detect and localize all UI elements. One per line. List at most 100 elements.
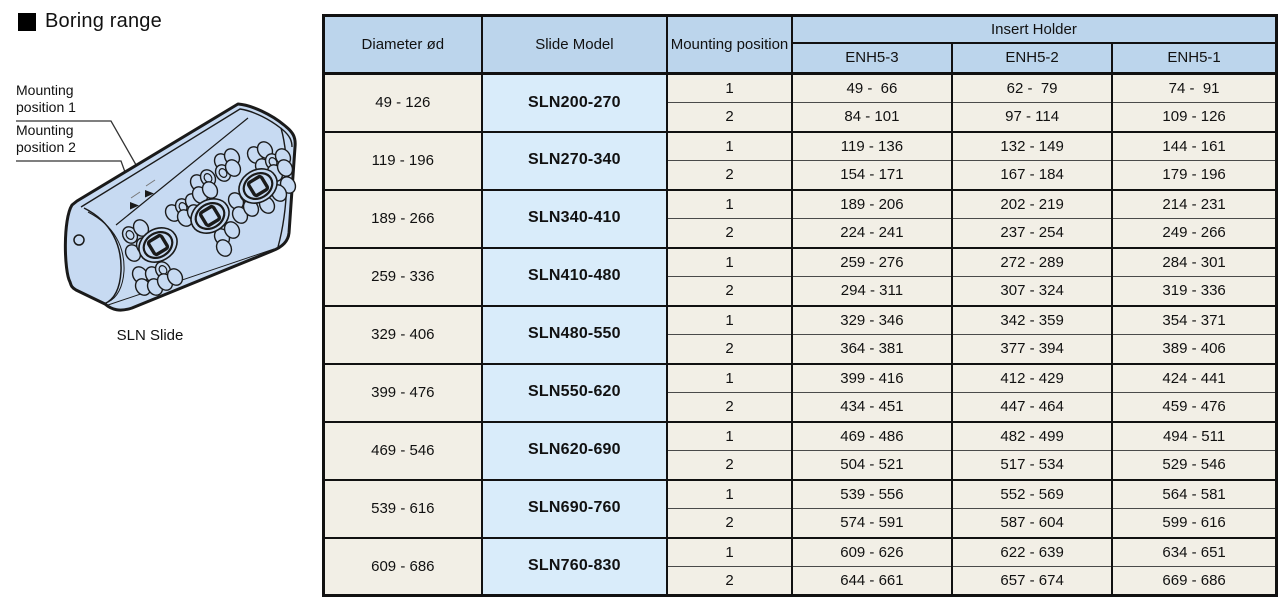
pocket-seat: [246, 174, 270, 198]
insert-holder-range-cell: 109 - 126: [1111, 102, 1278, 132]
insert-holder-range-cell: 599 - 616: [1111, 508, 1278, 538]
slide-model-cell: SLN690-760: [480, 478, 669, 538]
insert-holder-range-cell: 259 - 276: [790, 246, 954, 277]
table-row: 329 - 406 SLN480-550 1 329 - 346 342 - 359 35…: [322, 304, 1278, 364]
insert-holder-range-cell: 132 - 149: [951, 130, 1114, 161]
insert-holder-range-cell: 62 - 79: [951, 72, 1114, 103]
pocket-seat: [146, 233, 170, 257]
header-slide-model: Slide Model: [480, 14, 669, 75]
diameter-cell: 329 - 406: [322, 304, 483, 364]
table-header: Diameter ød Slide Model Mounting positio…: [322, 14, 1278, 75]
diameter-cell: 609 - 686: [322, 536, 483, 596]
insert-holder-range-cell: 167 - 184: [951, 160, 1114, 190]
table-row: 49 - 126 SLN200-270 1 49 - 66 62 - 79 74 - 91: [322, 72, 1278, 132]
insert-pocket: [138, 227, 178, 263]
insert-holder-range-cell: 342 - 359: [951, 304, 1114, 335]
insert-holder-range-cell: 529 - 546: [1111, 450, 1278, 480]
insert-holder-range-cell: 517 - 534: [951, 450, 1114, 480]
insert-holder-range-cell: 179 - 196: [1111, 160, 1278, 190]
bore-hole: [215, 239, 233, 257]
insert-holder-range-cell: 504 - 521: [790, 450, 954, 480]
mounting-position-cell: 1: [666, 304, 793, 335]
insert-holder-range-cell: 284 - 301: [1111, 246, 1278, 277]
insert-holder-range-cell: 634 - 651: [1111, 536, 1278, 567]
mounting-position-cell: 2: [666, 102, 793, 132]
mounting-position-cell: 2: [666, 392, 793, 422]
bore-hole: [142, 231, 174, 259]
end-cap-chamfer: [87, 211, 125, 303]
front-face-holes: [121, 141, 297, 296]
mounting-position-cell: 2: [666, 160, 793, 190]
insert-holder-range-cell: 424 - 441: [1111, 362, 1278, 393]
insert-holder-range-cell: 574 - 591: [790, 508, 954, 538]
slide-model-cell: SLN550-620: [480, 362, 669, 422]
mounting-position-cell: 2: [666, 566, 793, 596]
insert-holder-range-cell: 329 - 346: [790, 304, 954, 335]
section-title-text: Boring range: [45, 10, 162, 32]
insert-holder-range-cell: 377 - 394: [951, 334, 1114, 364]
insert-holder-range-cell: 237 - 254: [951, 218, 1114, 248]
bore-hole: [194, 202, 226, 230]
table-row: 259 - 336 SLN410-480 1 259 - 276 272 - 289 28…: [322, 246, 1278, 306]
bore-hole: [125, 230, 135, 240]
diameter-cell: 469 - 546: [322, 420, 483, 480]
insert-holder-range-cell: 119 - 136: [790, 130, 954, 161]
insert-pocket: [190, 198, 230, 234]
insert-holder-range-cell: 319 - 336: [1111, 276, 1278, 306]
sln-slide-illustration: [16, 102, 297, 312]
insert-holder-range-cell: 469 - 486: [790, 420, 954, 451]
insert-holder-range-cell: 539 - 556: [790, 478, 954, 509]
front-face-top-edge: [115, 117, 249, 226]
diameter-cell: 259 - 336: [322, 246, 483, 306]
header-mounting-position: Mounting position: [666, 14, 793, 75]
table-row: 2 574 - 591 587 - 604 599 - 616: [324, 508, 1278, 538]
slide-model-cell: SLN200-270: [480, 72, 669, 132]
insert-holder-range-cell: 307 - 324: [951, 276, 1114, 306]
mounting-position-cell: 2: [666, 218, 793, 248]
bore-hole: [242, 172, 274, 200]
header-insert-holder: Insert Holder: [790, 14, 1278, 44]
slide-model-cell: SLN410-480: [480, 246, 669, 306]
insert-holder-range-cell: 214 - 231: [1111, 188, 1278, 219]
insert-holder-range-cell: 644 - 661: [790, 566, 954, 596]
diameter-cell: 119 - 196: [322, 130, 483, 190]
table-row: 609 - 686 SLN760-830 1 609 - 626 622 - 639 63…: [322, 536, 1278, 596]
slide-model-cell: SLN620-690: [480, 420, 669, 480]
insert-holder-range-cell: 249 - 266: [1111, 218, 1278, 248]
table-row: 189 - 266 SLN340-410 1 189 - 206 202 - 219 21…: [322, 188, 1278, 248]
insert-holder-range-cell: 224 - 241: [790, 218, 954, 248]
mounting-position-cell: 1: [666, 362, 793, 393]
mounting-position-cell: 1: [666, 188, 793, 219]
insert-holder-range-cell: 564 - 581: [1111, 478, 1278, 509]
header-enh5-1: ENH5-1: [1111, 41, 1278, 75]
header-enh5-3: ENH5-3: [790, 41, 954, 75]
slide-model-cell: SLN760-830: [480, 536, 669, 596]
table-row: 2 154 - 171 167 - 184 179 - 196: [324, 160, 1278, 190]
insert-holder-range-cell: 587 - 604: [951, 508, 1114, 538]
insert-holder-range-cell: 669 - 686: [1111, 566, 1278, 596]
insert-holder-range-cell: 482 - 499: [951, 420, 1114, 451]
insert-holder-range-cell: 84 - 101: [790, 102, 954, 132]
mounting-position-1-label: Mounting position 1: [16, 82, 76, 115]
insert-holder-range-cell: 494 - 511: [1111, 420, 1278, 451]
insert-holder-range-cell: 657 - 674: [951, 566, 1114, 596]
header-enh5-2: ENH5-2: [951, 41, 1114, 75]
bore-hole: [224, 159, 242, 177]
boring-range-table: Diameter ød Slide Model Mounting positio…: [322, 14, 1278, 597]
insert-holder-range-cell: 154 - 171: [790, 160, 954, 190]
insert-holder-range-cell: 202 - 219: [951, 188, 1114, 219]
end-cap-hole: [73, 234, 85, 246]
mounting-position-cell: 1: [666, 72, 793, 103]
marker-engraving-marks: [130, 179, 156, 199]
table-row: 2 224 - 241 237 - 254 249 - 266: [324, 218, 1278, 248]
insert-holder-range-cell: 412 - 429: [951, 362, 1114, 393]
insert-holder-range-cell: 459 - 476: [1111, 392, 1278, 422]
table-row: 2 504 - 521 517 - 534 529 - 546: [324, 450, 1278, 480]
insert-holder-range-cell: 609 - 626: [790, 536, 954, 567]
mounting-position-cell: 1: [666, 536, 793, 567]
table-row: 469 - 546 SLN620-690 1 469 - 486 482 - 499 49…: [322, 420, 1278, 480]
table-row: 2 294 - 311 307 - 324 319 - 336: [324, 276, 1278, 306]
section-title: Boring range: [18, 10, 162, 33]
slide-model-cell: SLN480-550: [480, 304, 669, 364]
